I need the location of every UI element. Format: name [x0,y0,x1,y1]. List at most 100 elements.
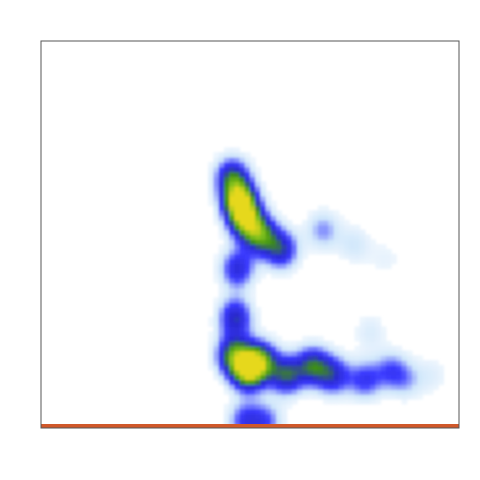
heatmap-cell [250,398,256,405]
heatmap-cell [286,365,293,371]
heatmap-cell [213,176,220,182]
heatmap-cell [265,210,272,216]
heatmap-cell [297,263,303,269]
heatmap-cell [432,369,439,376]
heatmap-cell [375,263,382,269]
heatmap-cell [370,389,377,395]
heatmap-cell [411,384,418,390]
heatmap-cell [255,365,262,371]
heatmap-cell [370,244,377,250]
heatmap-cell [354,365,361,371]
heatmap-cell [244,157,251,163]
heatmap-cell [307,360,314,366]
heatmap-cell [291,365,298,371]
heatmap-cell [291,340,298,347]
heatmap-cell [218,171,225,178]
heatmap-cell [213,340,220,347]
heatmap-cell [375,249,382,255]
heatmap-cell [323,394,329,400]
heatmap-cell [338,239,345,245]
heatmap-cell [323,224,329,231]
heatmap-cell [229,321,235,328]
heatmap-cell [276,273,282,279]
heatmap-cell [244,326,251,332]
heatmap-cell [260,350,267,357]
heatmap-cell [250,302,256,308]
heatmap-cell [286,219,293,226]
heatmap-cell [229,234,235,240]
heatmap-cell [375,345,382,352]
heatmap-cell [364,249,371,255]
heatmap-cell [234,268,241,274]
heatmap-cell [375,369,382,376]
heatmap-cell [276,413,282,419]
heatmap-cell [344,360,350,366]
heatmap-cell [291,355,298,361]
heatmap-cell [255,166,262,173]
heatmap-cell [276,389,282,395]
heatmap-cell [349,389,356,395]
heatmap-cell [223,210,230,216]
heatmap-cell [229,273,235,279]
heatmap-cell [223,355,230,361]
heatmap-cell [317,369,324,376]
heatmap-cell [223,273,230,279]
heatmap-cell [255,258,262,265]
heatmap-cell [328,210,335,216]
heatmap-cell [255,181,262,187]
heatmap-cell [223,302,230,308]
heatmap-cell [255,234,262,240]
heatmap-cell [270,418,277,424]
heatmap-cell [422,374,429,381]
heatmap-cell [297,249,303,255]
heatmap-cell [250,215,256,221]
heatmap-cell [250,190,256,197]
heatmap-cell [223,161,230,168]
heatmap-cell [401,398,408,405]
heatmap-cell [401,350,408,357]
heatmap-cell [218,311,225,318]
heatmap-cell [286,234,293,240]
heatmap-cell [213,215,220,221]
heatmap-cell [385,360,392,366]
heatmap-cell [344,374,350,381]
heatmap-cell [265,244,272,250]
heatmap-cell [302,379,309,386]
heatmap-cell [391,350,397,357]
heatmap-cell [213,331,220,337]
heatmap-cell [223,365,230,371]
density-layer [208,147,444,428]
heatmap-cell [354,389,361,395]
heatmap-cell [349,374,356,381]
heatmap-cell [281,258,288,265]
heatmap-cell [213,326,220,332]
heatmap-cell [218,157,225,163]
heatmap-cell [265,355,272,361]
heatmap-cell [223,403,230,410]
heatmap-cell [359,316,366,323]
heatmap-cell [213,355,220,361]
heatmap-cell [344,244,350,250]
heatmap-cell [223,360,230,366]
heatmap-cell [234,273,241,279]
heatmap-cell [239,331,246,337]
heatmap-cell [208,176,215,182]
heatmap-cell [223,307,230,313]
heatmap-cell [250,273,256,279]
heatmap-cell [250,253,256,260]
heatmap-cell [208,186,215,192]
heatmap-cell [312,394,319,400]
heatmap-cell [338,234,345,240]
heatmap-cell [307,239,314,245]
heatmap-cell [260,374,267,381]
heatmap-cell [338,360,345,366]
heatmap-cell [213,152,220,158]
heatmap-cell [239,379,246,386]
heatmap-cell [364,336,371,342]
heatmap-cell [375,253,382,260]
heatmap-cell [286,384,293,390]
heatmap-cell [234,398,241,405]
heatmap-cell [260,244,267,250]
heatmap-cell [328,350,335,357]
heatmap-cell [375,355,382,361]
